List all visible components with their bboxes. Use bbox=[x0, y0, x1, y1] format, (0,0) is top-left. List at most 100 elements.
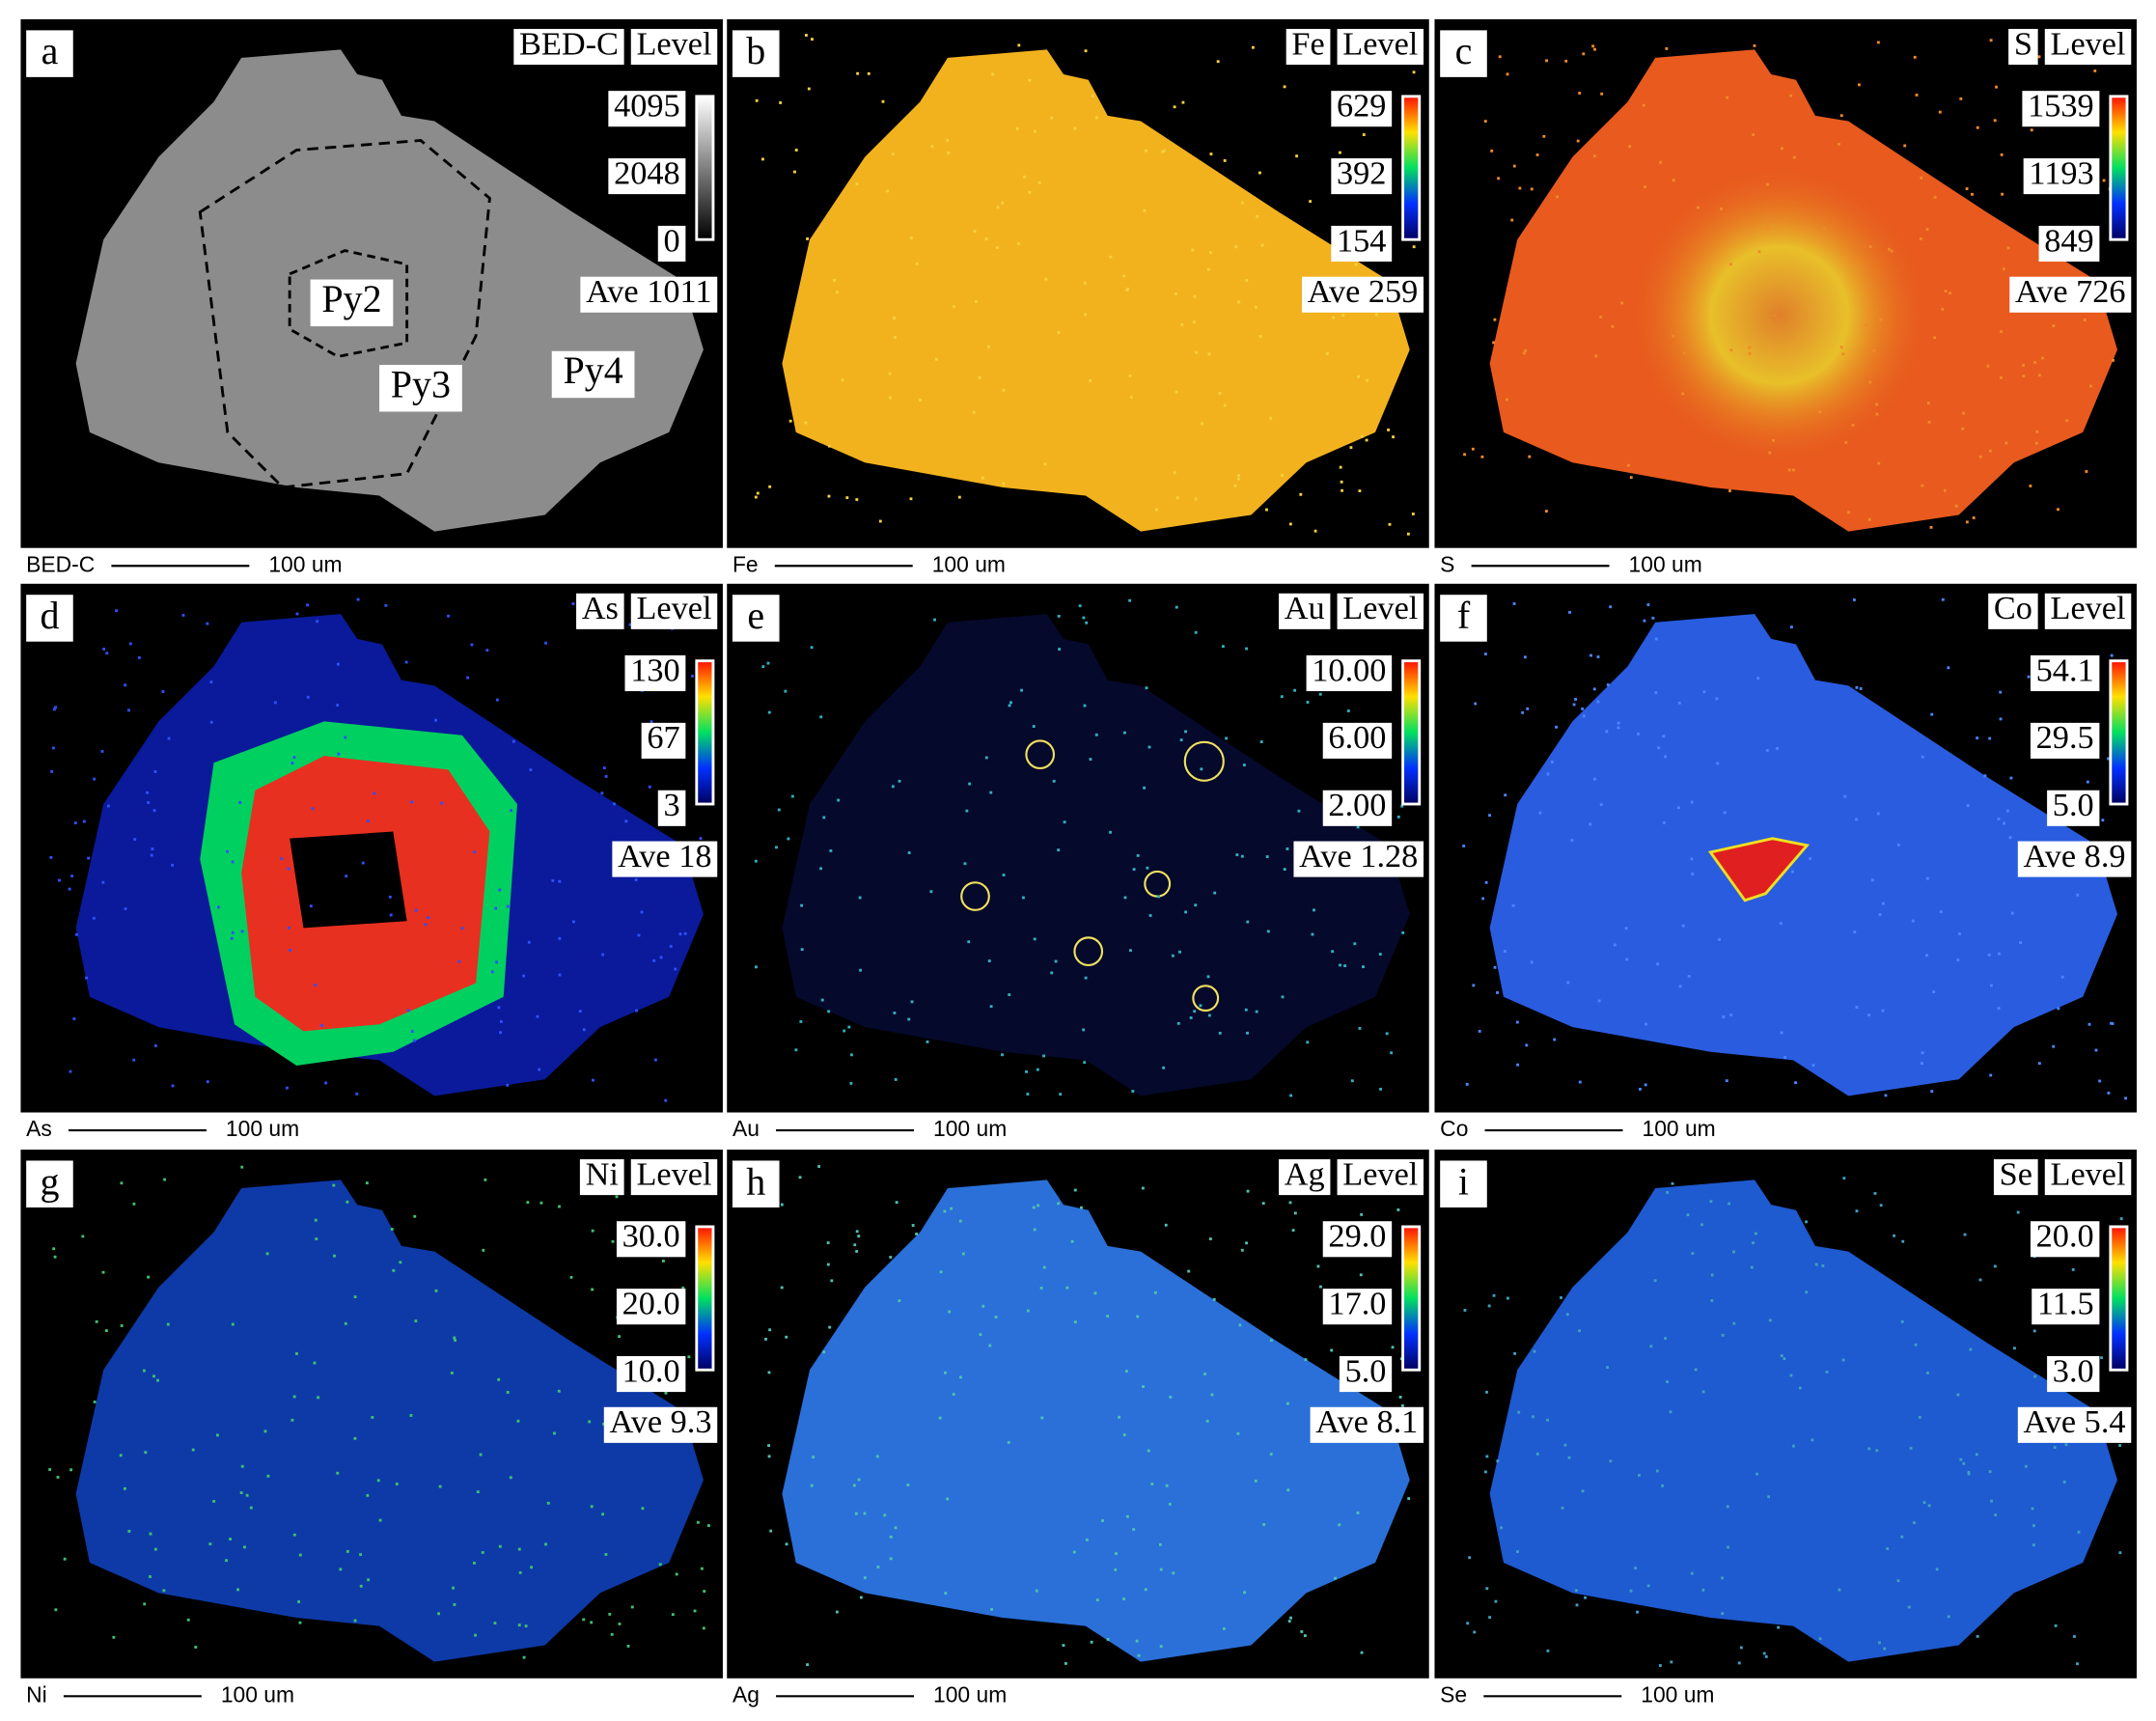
as-hole bbox=[290, 831, 407, 929]
speck bbox=[1089, 378, 1092, 382]
speck bbox=[1844, 440, 1848, 444]
level-value: 10.00 bbox=[1312, 652, 1386, 688]
level-value: 3 bbox=[664, 787, 680, 823]
panel-letter: g bbox=[40, 1159, 59, 1203]
speck bbox=[811, 38, 814, 42]
speck bbox=[2077, 1530, 2081, 1534]
speck bbox=[1473, 1630, 1477, 1634]
speck bbox=[395, 1483, 399, 1485]
speck bbox=[231, 930, 235, 934]
speck bbox=[366, 1493, 370, 1497]
speck bbox=[946, 1497, 950, 1501]
element-label: Co bbox=[1994, 590, 2032, 626]
speck bbox=[658, 1563, 662, 1567]
speck bbox=[1726, 96, 1729, 99]
speck bbox=[82, 819, 86, 823]
speck bbox=[687, 1355, 691, 1359]
speck bbox=[206, 1080, 209, 1084]
speck bbox=[1767, 1495, 1771, 1499]
speck bbox=[1658, 1664, 1662, 1667]
speck bbox=[1726, 1505, 1729, 1509]
speck bbox=[392, 1268, 396, 1272]
speck bbox=[194, 1646, 198, 1649]
speck bbox=[843, 1029, 846, 1033]
speck bbox=[675, 1572, 678, 1576]
speck bbox=[1884, 1094, 1888, 1097]
speck bbox=[1954, 504, 1958, 508]
speck bbox=[1028, 190, 1032, 194]
speck bbox=[1095, 116, 1098, 120]
speck bbox=[1644, 1083, 1647, 1087]
speck bbox=[1941, 597, 1945, 601]
speck bbox=[1589, 822, 1592, 826]
speck bbox=[1661, 1484, 1665, 1487]
level-label-box bbox=[630, 593, 718, 629]
speck bbox=[1159, 1645, 1163, 1649]
speck bbox=[1510, 218, 1514, 222]
speck bbox=[1153, 1291, 1157, 1294]
speck bbox=[1145, 686, 1148, 690]
speck bbox=[2000, 153, 2004, 156]
scale-label: 100 um bbox=[933, 1681, 1007, 1707]
speck bbox=[2022, 375, 2026, 377]
speck bbox=[830, 1279, 834, 1283]
average-value-box bbox=[2017, 841, 2132, 877]
speck bbox=[506, 1083, 510, 1087]
speck bbox=[1318, 692, 1322, 696]
speck bbox=[1943, 488, 1947, 492]
speck bbox=[1913, 55, 1917, 59]
speck bbox=[1783, 1357, 1786, 1361]
speck bbox=[608, 1612, 612, 1616]
speck bbox=[231, 1322, 235, 1326]
speck bbox=[1266, 930, 1270, 933]
speck bbox=[434, 718, 438, 722]
speck bbox=[1709, 1200, 1713, 1204]
speck bbox=[857, 1478, 861, 1482]
speck bbox=[1877, 461, 1881, 465]
speck bbox=[558, 973, 562, 977]
speck bbox=[2003, 821, 2005, 825]
speck bbox=[1162, 1066, 1166, 1069]
speck bbox=[618, 1623, 622, 1625]
speck bbox=[314, 1218, 318, 1222]
speck bbox=[820, 998, 824, 1002]
speck bbox=[1269, 1339, 1273, 1343]
speck bbox=[2033, 1374, 2037, 1378]
element-label-box bbox=[1279, 593, 1331, 629]
speck bbox=[582, 1618, 586, 1622]
letter-box bbox=[1440, 30, 1487, 77]
speck bbox=[826, 1241, 830, 1245]
speck bbox=[414, 908, 418, 912]
speck bbox=[1258, 171, 1261, 175]
speck bbox=[1511, 903, 1515, 907]
speck bbox=[209, 680, 213, 684]
speck bbox=[1935, 1568, 1939, 1571]
speck bbox=[494, 906, 498, 910]
speck bbox=[611, 1239, 615, 1243]
speck bbox=[1195, 350, 1199, 354]
speck bbox=[1471, 447, 1475, 451]
speck bbox=[1173, 105, 1176, 109]
speck bbox=[1748, 351, 1752, 355]
speck bbox=[1919, 236, 1922, 240]
speck bbox=[1339, 465, 1342, 469]
speck bbox=[881, 99, 885, 103]
speck bbox=[1008, 993, 1011, 996]
speck bbox=[2006, 246, 2010, 250]
speck bbox=[313, 1361, 317, 1365]
speck bbox=[618, 1335, 621, 1339]
speck bbox=[1944, 290, 1948, 293]
speck bbox=[1500, 1526, 1504, 1530]
speck bbox=[53, 1255, 57, 1259]
speck bbox=[1628, 145, 1632, 149]
speck bbox=[1883, 1647, 1887, 1651]
speck bbox=[1396, 1208, 1400, 1211]
speck bbox=[56, 1476, 60, 1479]
speck bbox=[637, 933, 641, 937]
speck bbox=[1702, 690, 1706, 694]
speck bbox=[1572, 703, 1576, 707]
speck bbox=[1821, 1264, 1825, 1267]
speck bbox=[151, 847, 154, 850]
speck bbox=[1037, 180, 1041, 184]
speck bbox=[153, 1547, 157, 1551]
